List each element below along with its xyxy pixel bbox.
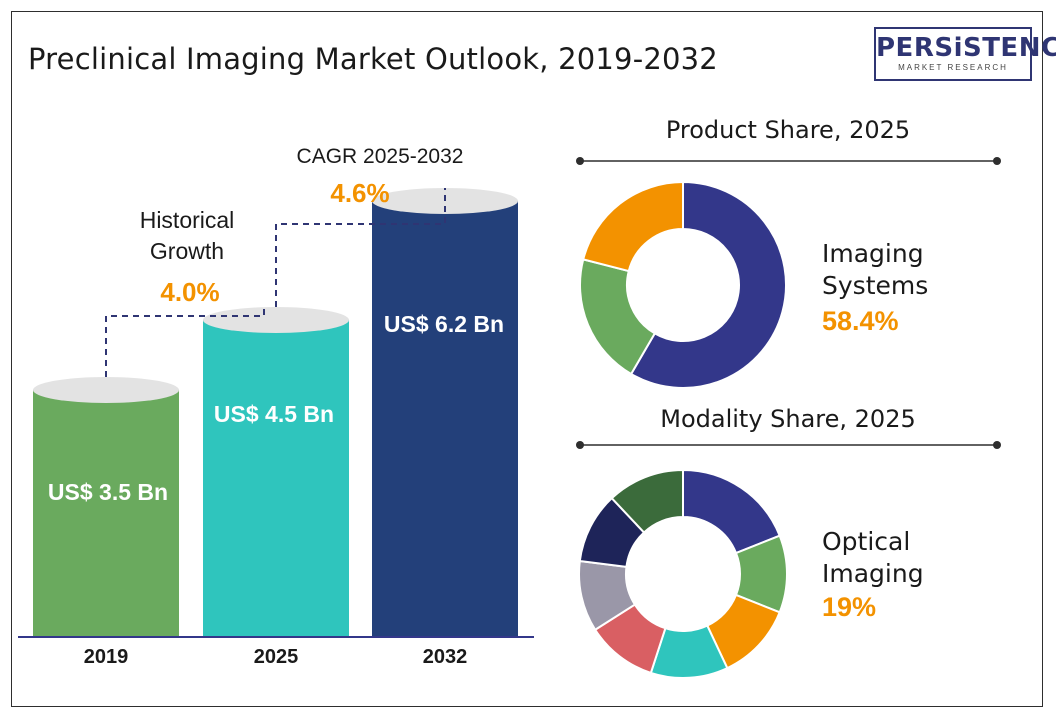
x-tick-2032: 2032 <box>422 646 468 668</box>
product-highlight-label: Imaging Systems <box>822 239 929 300</box>
persistence-logo: PERSiSTENCE MARKET RESEARCH <box>874 27 1056 81</box>
logo-wordmark: PERSiSTENCE <box>876 33 1056 63</box>
historical-growth-label: Historical Growth <box>139 207 235 264</box>
bar-cap-2019 <box>33 377 179 403</box>
bar-2025 <box>203 320 349 636</box>
modality-share-slice-8 <box>610 468 684 534</box>
modality-highlight-label: Optical Imaging <box>822 527 924 588</box>
cagr-label: CAGR 2025-2032 <box>296 145 464 168</box>
cagr-connector <box>275 188 446 307</box>
cagr-value: 4.6% <box>330 178 390 208</box>
historical-growth-value: 4.0% <box>160 277 220 307</box>
modality-divider-dot-left <box>576 441 584 449</box>
modality-highlight-value: 19% <box>822 592 877 622</box>
bar-label-2025: US$ 4.5 Bn <box>213 401 335 427</box>
modality-share-title: Modality Share, 2025 <box>660 405 916 433</box>
chart-frame <box>11 11 1043 707</box>
chart-title: Preclinical Imaging Market Outlook, 2019… <box>28 42 718 76</box>
x-tick-2019: 2019 <box>83 646 129 668</box>
product-share-slice-1 <box>629 180 787 389</box>
product-divider-dot-left <box>576 157 584 165</box>
product-share-title: Product Share, 2025 <box>665 116 911 144</box>
product-share-slice-3 <box>582 180 684 273</box>
bar-cap-2025 <box>203 307 349 333</box>
logo-subtitle: MARKET RESEARCH <box>898 63 1008 72</box>
bar-2032 <box>372 201 518 636</box>
bar-label-2032: US$ 6.2 Bn <box>383 311 505 337</box>
product-divider-dot-right <box>993 157 1001 165</box>
x-tick-2025: 2025 <box>253 646 299 668</box>
modality-divider-dot-right <box>993 441 1001 449</box>
bar-2019 <box>33 390 179 636</box>
bar-label-2019: US$ 3.5 Bn <box>47 479 169 505</box>
product-highlight-value: 58.4% <box>822 306 899 336</box>
historical-growth-connector <box>105 307 265 377</box>
